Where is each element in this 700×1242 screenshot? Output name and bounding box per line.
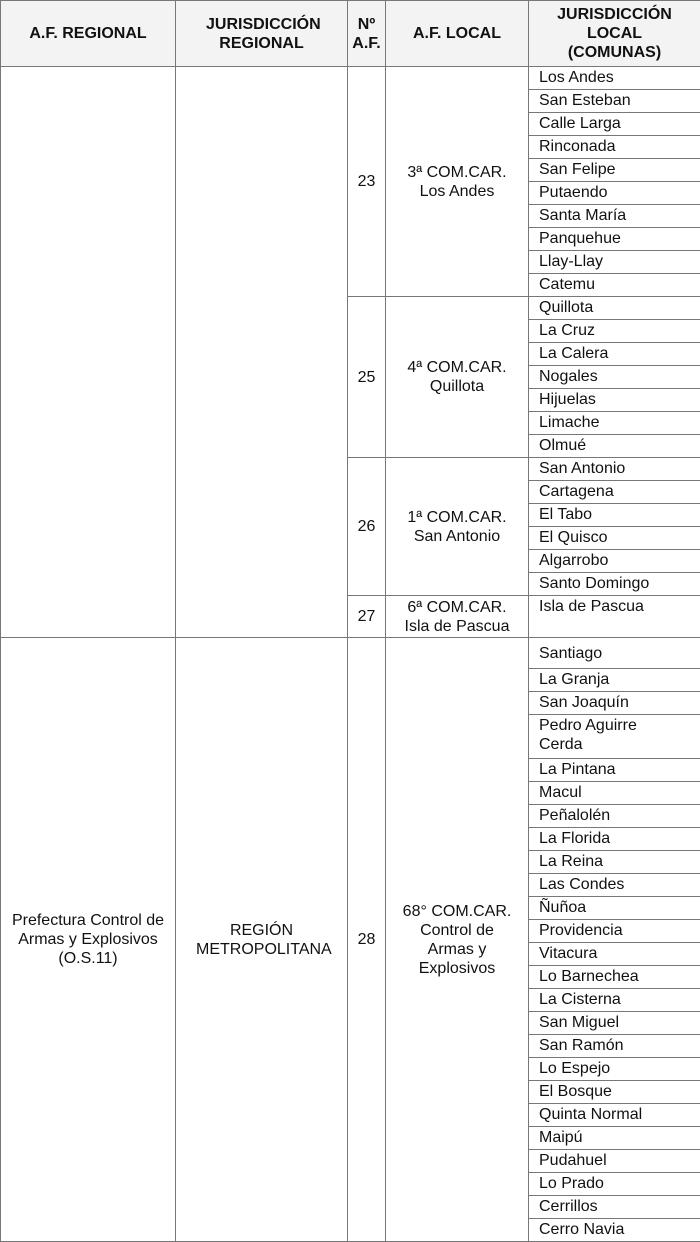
comuna-cell: El Bosque (529, 1081, 700, 1104)
comuna-cell: Santa María (529, 205, 700, 228)
comuna-cell: Peñalolén (529, 805, 700, 828)
comuna-cell: La Florida (529, 828, 700, 851)
header-row: A.F. REGIONAL JURISDICCIÓN REGIONAL Nº A… (1, 1, 700, 67)
table-row: Prefectura Control de Armas y Explosivos… (1, 638, 700, 669)
comuna-cell: El Tabo (529, 504, 700, 527)
af-local-cell: 1ª COM.CAR. San Antonio (386, 458, 529, 596)
comuna-cell: San Esteban (529, 90, 700, 113)
af-regional-cell: Prefectura Control de Armas y Explosivos… (1, 638, 176, 1242)
comuna-cell: Putaendo (529, 182, 700, 205)
num-af-cell: 25 (348, 297, 386, 458)
comuna-cell: Cerro Navia (529, 1219, 700, 1242)
comuna-cell: La Calera (529, 343, 700, 366)
comuna-cell: La Pintana (529, 759, 700, 782)
comuna-cell: Hijuelas (529, 389, 700, 412)
comuna-cell: Limache (529, 412, 700, 435)
comuna-cell: Panquehue (529, 228, 700, 251)
comuna-cell: San Antonio (529, 458, 700, 481)
comuna-cell: La Cruz (529, 320, 700, 343)
comuna-cell: Rinconada (529, 136, 700, 159)
comuna-cell: Providencia (529, 920, 700, 943)
num-af-cell: 23 (348, 67, 386, 297)
comuna-cell: Quinta Normal (529, 1104, 700, 1127)
comuna-cell: San Felipe (529, 159, 700, 182)
comuna-cell: La Cisterna (529, 989, 700, 1012)
comuna-cell: San Joaquín (529, 692, 700, 715)
header-jurisdiccion-regional: JURISDICCIÓN REGIONAL (176, 1, 348, 67)
comuna-cell: Pudahuel (529, 1150, 700, 1173)
comuna-cell: Isla de Pascua (529, 596, 700, 638)
comuna-cell: Olmué (529, 435, 700, 458)
comuna-cell: Cerrillos (529, 1196, 700, 1219)
comuna-cell: Los Andes (529, 67, 700, 90)
header-num-af: Nº A.F. (348, 1, 386, 67)
header-jurisdiccion-local: JURISDICCIÓN LOCAL (COMUNAS) (529, 1, 700, 67)
comuna-cell: Santo Domingo (529, 573, 700, 596)
comuna-cell: Nogales (529, 366, 700, 389)
comuna-cell: Macul (529, 782, 700, 805)
comuna-cell: Calle Larga (529, 113, 700, 136)
comuna-cell: Lo Espejo (529, 1058, 700, 1081)
jurisdiccion-regional-cell: REGIÓN METROPOLITANA (176, 638, 348, 1242)
comuna-cell: Cartagena (529, 481, 700, 504)
comuna-cell: Pedro Aguirre Cerda (529, 715, 700, 759)
comuna-cell: Algarrobo (529, 550, 700, 573)
comuna-cell: Santiago (529, 638, 700, 669)
num-af-cell: 28 (348, 638, 386, 1242)
header-af-local: A.F. LOCAL (386, 1, 529, 67)
comuna-cell: Llay-Llay (529, 251, 700, 274)
comuna-cell: La Granja (529, 669, 700, 692)
comuna-cell: Vitacura (529, 943, 700, 966)
comuna-cell: San Miguel (529, 1012, 700, 1035)
af-regional-cell (1, 67, 176, 638)
comuna-cell: Lo Prado (529, 1173, 700, 1196)
comuna-cell: El Quisco (529, 527, 700, 550)
jurisdiccion-regional-cell (176, 67, 348, 638)
comuna-cell: San Ramón (529, 1035, 700, 1058)
comuna-cell: Ñuñoa (529, 897, 700, 920)
af-local-cell: 4ª COM.CAR. Quillota (386, 297, 529, 458)
header-af-regional: A.F. REGIONAL (1, 1, 176, 67)
num-af-cell: 27 (348, 596, 386, 638)
num-af-cell: 26 (348, 458, 386, 596)
comuna-cell: La Reina (529, 851, 700, 874)
af-local-cell: 68° COM.CAR. Control de Armas y Explosiv… (386, 638, 529, 1242)
af-local-cell: 3ª COM.CAR. Los Andes (386, 67, 529, 297)
comuna-cell: Lo Barnechea (529, 966, 700, 989)
comuna-cell: Quillota (529, 297, 700, 320)
comuna-cell: Las Condes (529, 874, 700, 897)
comuna-cell: Maipú (529, 1127, 700, 1150)
af-local-cell: 6ª COM.CAR. Isla de Pascua (386, 596, 529, 638)
comuna-cell: Catemu (529, 274, 700, 297)
